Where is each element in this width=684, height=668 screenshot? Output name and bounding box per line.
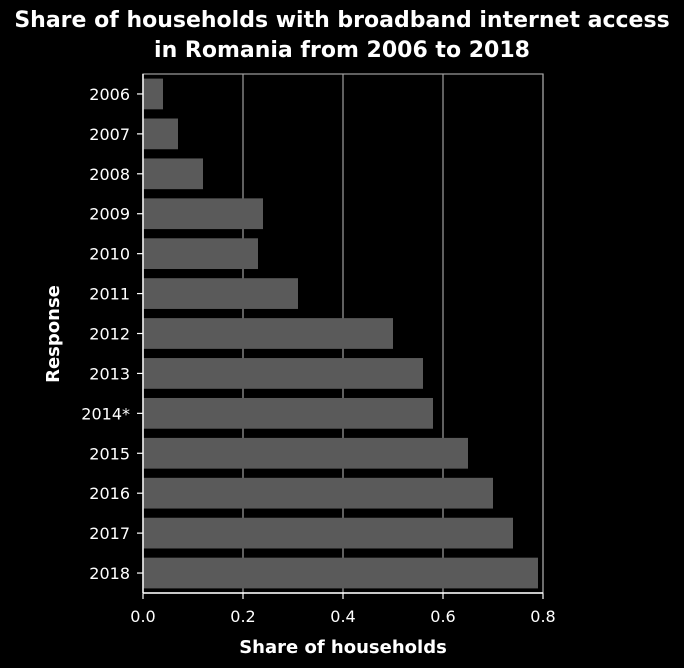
y-tick-label: 2017	[89, 524, 130, 543]
y-tick-label: 2008	[89, 165, 130, 184]
bar	[143, 278, 298, 309]
y-axis-label: Response	[43, 285, 64, 383]
bars	[143, 78, 538, 589]
y-tick-label: 2016	[89, 484, 130, 503]
bar	[143, 318, 393, 349]
bar	[143, 477, 493, 509]
bar	[143, 517, 513, 549]
bar	[143, 158, 203, 190]
y-tick-label: 2014*	[81, 404, 130, 423]
bar	[143, 118, 178, 150]
chart-title: Share of households with broadband inter…	[14, 8, 670, 63]
x-tick-label: 0.8	[530, 607, 555, 626]
y-tick-label: 2006	[89, 85, 130, 104]
x-tick-label: 0.4	[330, 607, 355, 626]
y-tick-label: 2010	[89, 245, 130, 264]
y-tick-label: 2018	[89, 564, 130, 583]
bar	[143, 238, 258, 270]
bar	[143, 358, 423, 389]
y-tick-label: 2015	[89, 444, 130, 463]
y-tick-label: 2013	[89, 364, 130, 383]
bar	[143, 397, 433, 429]
y-tick-label: 2012	[89, 325, 130, 344]
bar	[143, 557, 538, 589]
x-tick-label: 0.0	[130, 607, 155, 626]
y-tick-label: 2011	[89, 285, 130, 304]
bar	[143, 198, 263, 230]
y-tick-label: 2009	[89, 205, 130, 224]
x-axis-label: Share of households	[239, 637, 447, 658]
x-tick-label: 0.2	[230, 607, 255, 626]
bar	[143, 78, 163, 110]
x-tick-label: 0.6	[430, 607, 455, 626]
bar	[143, 437, 468, 469]
y-tick-label: 2007	[89, 125, 130, 144]
axes: 0.0 0.2 0.4 0.6 0.8 2006 2007 2008 2009 2010 2011 2…	[81, 73, 556, 626]
